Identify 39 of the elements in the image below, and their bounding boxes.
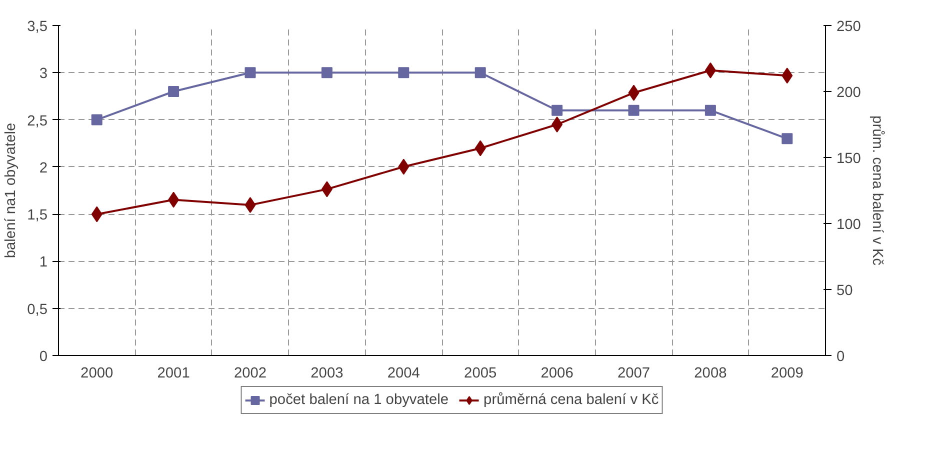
legend-label: průměrná cena balení v Kč bbox=[484, 392, 659, 408]
y-tick-label: 0 bbox=[39, 349, 48, 365]
x-tick-label: 2006 bbox=[540, 366, 574, 382]
x-tick-label: 2004 bbox=[387, 366, 420, 382]
y-tick-label: 3 bbox=[39, 66, 48, 82]
y2-tick-label: 0 bbox=[836, 349, 845, 365]
y2-tick-label: 150 bbox=[836, 151, 861, 167]
legend-label: počet balení na 1 obyvatele bbox=[269, 392, 449, 408]
point bbox=[552, 116, 563, 132]
point bbox=[398, 67, 410, 78]
point bbox=[168, 86, 180, 97]
point bbox=[782, 133, 793, 144]
y-tick-label: 3,5 bbox=[27, 19, 48, 35]
point bbox=[552, 104, 563, 116]
point bbox=[91, 114, 102, 126]
x-tick-label: 2007 bbox=[617, 366, 650, 382]
point bbox=[704, 104, 716, 116]
x-tick-label: 2002 bbox=[234, 366, 267, 382]
y2-tick-label: 100 bbox=[836, 217, 861, 233]
y2-tick-label: 200 bbox=[836, 85, 861, 101]
y2-tick-label: 250 bbox=[836, 19, 861, 35]
point bbox=[321, 67, 332, 78]
x-tick-label: 2005 bbox=[464, 366, 497, 382]
y-axis-title: balení na1 obyvatele bbox=[3, 122, 20, 258]
y2-axis-title: prům. cena balení v Kč bbox=[868, 116, 885, 266]
y-tick-label: 1,5 bbox=[27, 208, 48, 224]
y-tick-label: 2,5 bbox=[27, 113, 48, 130]
point bbox=[474, 67, 486, 78]
y-tick-label: 1 bbox=[39, 254, 48, 271]
point bbox=[628, 104, 640, 116]
x-tick-label: 2003 bbox=[310, 366, 344, 382]
point bbox=[244, 67, 256, 78]
y-tick-label: 2 bbox=[39, 160, 48, 176]
x-tick-label: 2008 bbox=[694, 366, 727, 382]
x-tick-label: 2009 bbox=[770, 366, 804, 382]
y2-tick-label: 50 bbox=[836, 283, 853, 299]
x-tick-label: 2000 bbox=[80, 366, 114, 382]
y-tick-label: 0,5 bbox=[27, 302, 48, 318]
x-tick-label: 2001 bbox=[157, 366, 190, 382]
